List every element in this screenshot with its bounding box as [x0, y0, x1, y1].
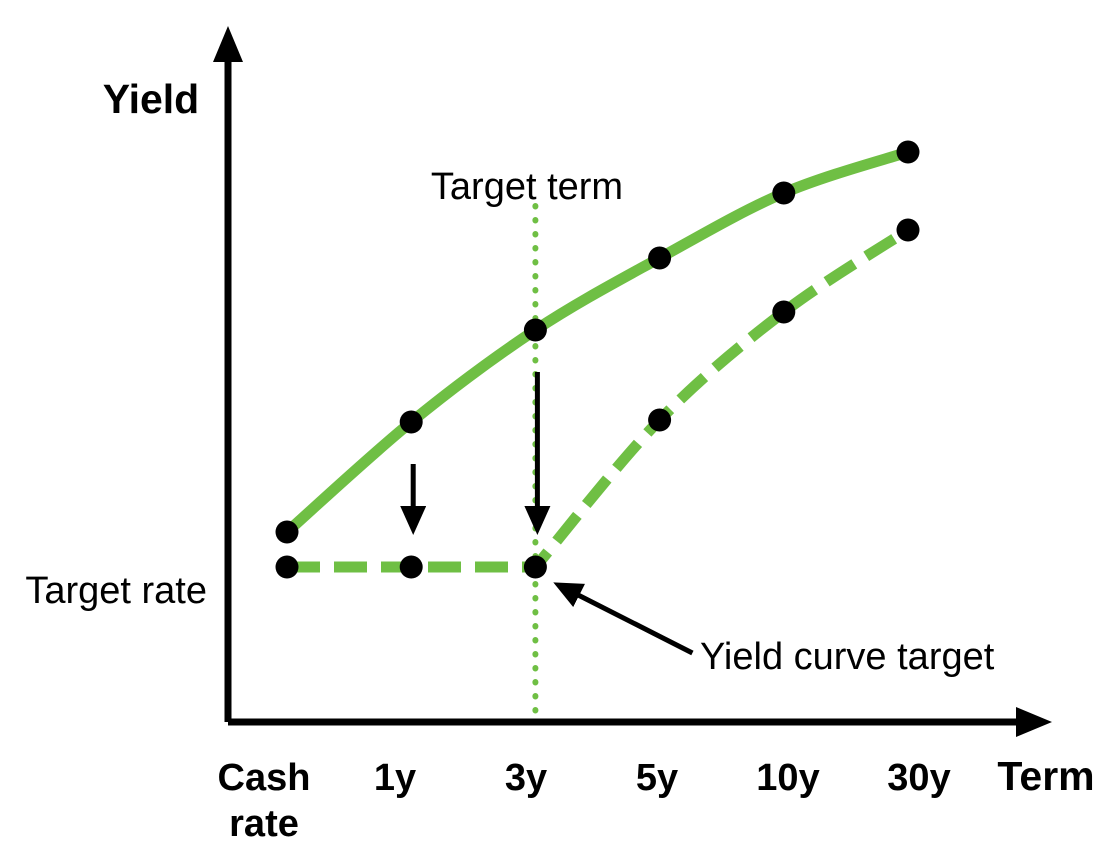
x-tick-label: 5y	[636, 757, 678, 799]
data-point-dot	[275, 555, 299, 579]
yield-curve-target-arrow	[553, 582, 694, 656]
data-point-dot	[523, 555, 547, 579]
x-axis-label: Term	[997, 753, 1094, 799]
series-layer	[275, 140, 920, 579]
x-tick-label: 30y	[887, 757, 950, 799]
data-point-dot	[648, 408, 672, 432]
data-point-dot	[399, 410, 423, 434]
arrows-layer	[400, 372, 694, 656]
y-axis-label: Yield	[103, 76, 199, 122]
x-tick-label: 3y	[505, 757, 547, 799]
data-point-dot	[648, 246, 672, 270]
x-tick-label: Cash rate	[218, 757, 311, 845]
target-yield-curve-line	[287, 225, 912, 573]
x-tick-labels: Cash rate 1y 3y 5y 10y 30y	[218, 757, 951, 845]
target-rate-label: Target rate	[25, 570, 207, 612]
data-point-dot	[896, 218, 920, 242]
yield-curve-target-label: Yield curve target	[700, 636, 995, 678]
data-point-dot	[523, 318, 547, 342]
data-point-dot	[772, 181, 796, 205]
data-point-dot	[275, 520, 299, 544]
axes	[213, 26, 1052, 737]
x-tick-label: 1y	[374, 757, 416, 799]
target-term-label: Target term	[431, 166, 623, 208]
data-point-dot	[772, 300, 796, 324]
data-point-dot	[896, 140, 920, 164]
x-tick-label: 10y	[756, 757, 819, 799]
current-yield-curve-line	[281, 146, 914, 538]
data-point-dot	[399, 555, 423, 579]
